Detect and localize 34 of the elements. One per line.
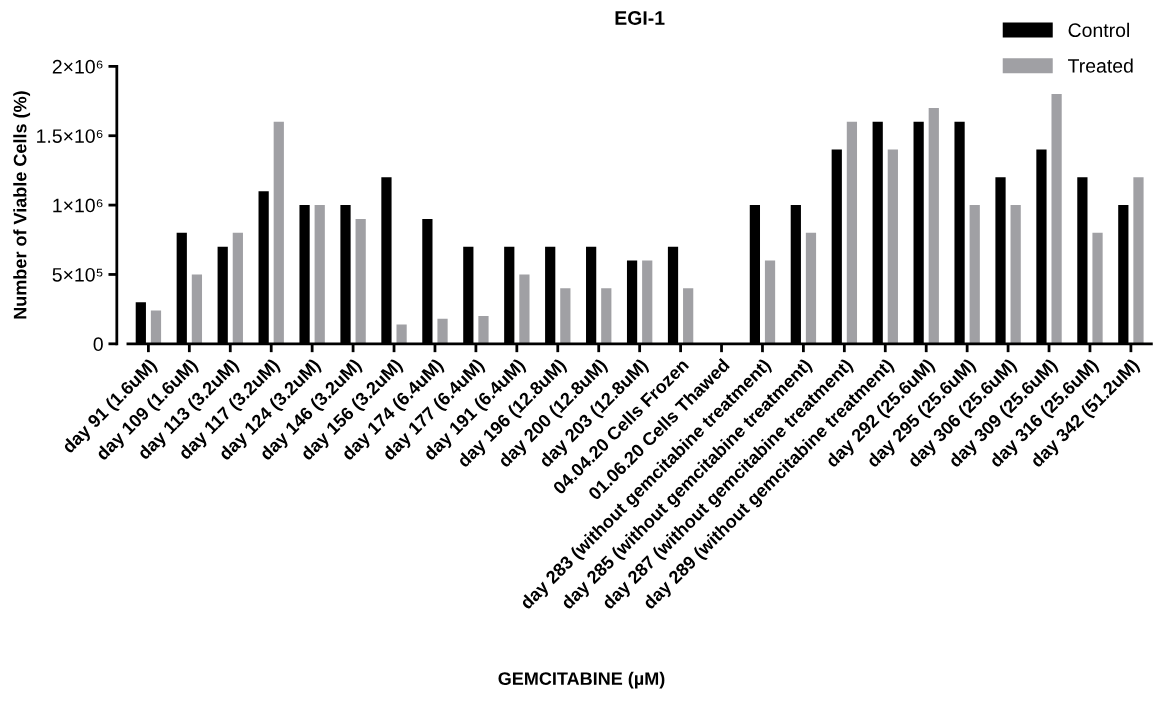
x-axis-title: GEMCITABINE (µM): [498, 671, 665, 689]
bar: [355, 218, 366, 344]
bar: [191, 274, 203, 344]
y-tick-label: 5×10⁵: [52, 267, 103, 282]
bar: [846, 121, 858, 344]
bar: [314, 205, 325, 344]
bar: [560, 288, 571, 344]
bar: [273, 121, 284, 344]
bar: [232, 232, 243, 344]
bar: [642, 260, 653, 344]
y-tick-label: 1×10⁶: [53, 198, 103, 213]
bar: [519, 274, 530, 344]
bar: [1051, 94, 1062, 344]
y-tick-label: 1.5×10⁶: [37, 129, 103, 143]
bar: [1133, 177, 1144, 344]
bar: [928, 107, 939, 344]
bar: [764, 260, 776, 344]
bar: [805, 232, 817, 344]
y-tick-label: 0: [93, 337, 103, 352]
bar: [887, 149, 898, 344]
legend-label: Treated: [1068, 58, 1133, 73]
legend-label: Control: [1068, 22, 1129, 38]
y-tick-label: 2×10⁶: [52, 59, 103, 74]
bar: [601, 288, 612, 344]
bar: [478, 316, 489, 344]
bar: [150, 310, 162, 344]
y-axis-title: Number of Viable Cells (%): [13, 91, 31, 319]
bar: [396, 324, 407, 344]
bar: [683, 288, 694, 344]
bar: [437, 318, 448, 344]
bar: [969, 205, 980, 344]
bar: [1092, 232, 1103, 344]
chart-title: EGI-1: [615, 11, 665, 25]
bar: [1010, 205, 1021, 344]
